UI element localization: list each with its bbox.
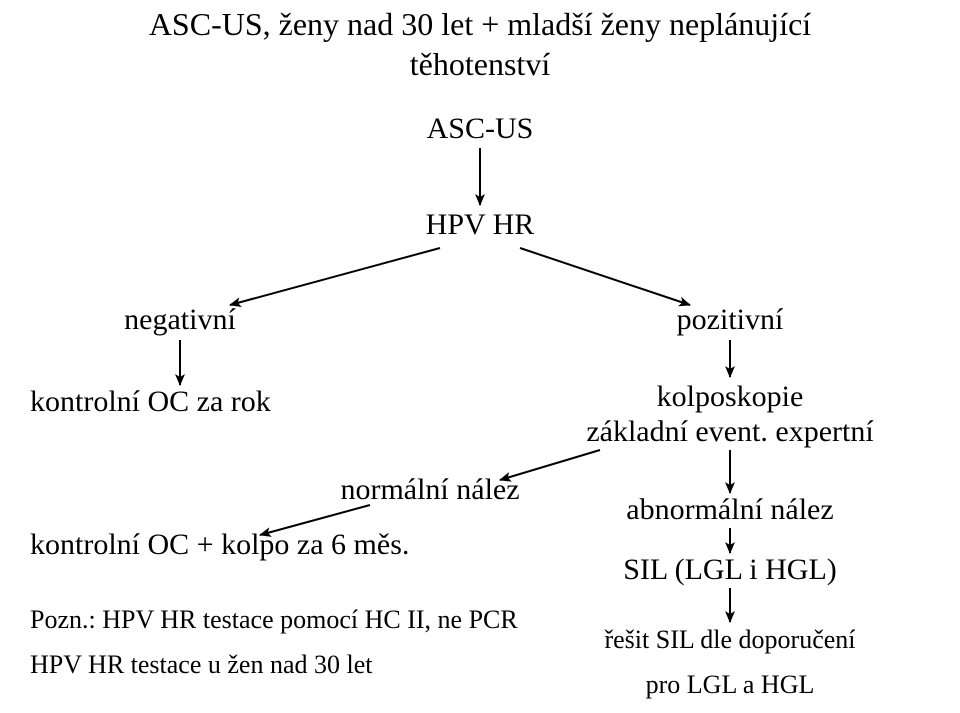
node-resit: řešit SIL dle doporučení (580, 625, 880, 655)
node-negativni: negativní (80, 303, 280, 337)
edge-hpvhr_to_pos (520, 248, 690, 305)
node-hpvhr: HPV HR (380, 208, 580, 242)
node-kontrol-6m: kontrolní OC + kolpo za 6 měs. (30, 528, 409, 562)
title-line2: těhotenství (0, 46, 960, 83)
node-kolpo-line2: základní event. expertní (560, 415, 900, 449)
title-line1: ASC-US, ženy nad 30 let + mladší ženy ne… (0, 6, 960, 43)
node-sil: SIL (LGL i HGL) (590, 553, 870, 587)
note-line1: Pozn.: HPV HR testace pomocí HC II, ne P… (30, 605, 518, 635)
node-pozitivni: pozitivní (630, 303, 830, 337)
node-kolpo-line1: kolposkopie (560, 380, 900, 414)
node-normalni: normální nález (310, 473, 550, 507)
node-abnormalni: abnormální nález (590, 493, 870, 527)
note-line2: HPV HR testace u žen nad 30 let (30, 650, 373, 680)
node-kontrol-rok: kontrolní OC za rok (30, 385, 271, 419)
node-ascus: ASC-US (380, 112, 580, 146)
node-prolgl: pro LGL a HGL (580, 670, 880, 700)
edge-hpvhr_to_neg (230, 248, 440, 305)
